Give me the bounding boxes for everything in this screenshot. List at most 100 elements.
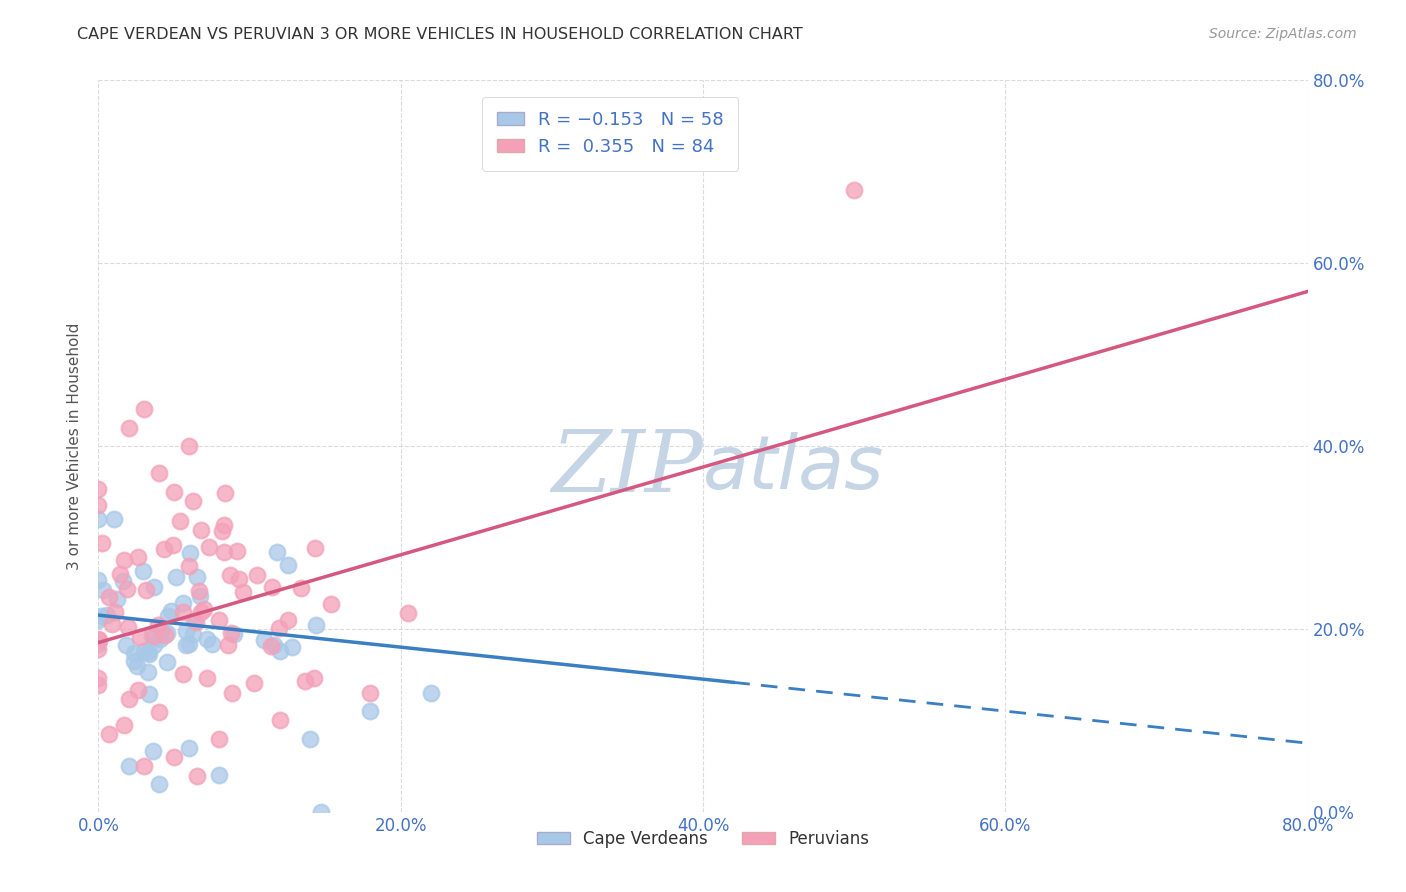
Point — [142, 580, 165, 594]
Point — [87, 482, 110, 496]
Point — [132, 644, 155, 658]
Point — [277, 613, 299, 627]
Point — [156, 656, 179, 670]
Point — [89, 633, 111, 648]
Point — [190, 605, 212, 619]
Point — [183, 613, 205, 627]
Point — [186, 570, 208, 584]
Point — [172, 596, 194, 610]
Point — [91, 583, 114, 598]
Point — [87, 678, 110, 692]
Point — [122, 654, 145, 668]
Point — [128, 630, 150, 644]
Point — [87, 498, 110, 512]
Point — [179, 439, 201, 453]
Point — [190, 523, 212, 537]
Point — [90, 536, 112, 550]
Point — [118, 692, 141, 706]
Point — [96, 607, 118, 622]
Point — [127, 658, 149, 673]
Point — [135, 582, 157, 597]
Point — [169, 514, 191, 528]
Point — [260, 640, 283, 654]
Point — [165, 569, 187, 583]
Point — [100, 617, 122, 632]
Point — [136, 665, 159, 679]
Point — [98, 591, 121, 605]
Point — [222, 627, 245, 641]
Y-axis label: 3 or more Vehicles in Household: 3 or more Vehicles in Household — [67, 322, 83, 570]
Point — [127, 683, 149, 698]
Point — [290, 581, 312, 595]
Point — [105, 591, 128, 606]
Point — [163, 749, 186, 764]
Point — [246, 568, 269, 582]
Point — [122, 646, 145, 660]
Point — [112, 718, 135, 732]
Point — [269, 644, 291, 658]
Point — [221, 686, 243, 700]
Point — [214, 517, 236, 532]
Point — [87, 574, 110, 588]
Point — [304, 541, 326, 555]
Point — [159, 603, 181, 617]
Point — [108, 567, 131, 582]
Point — [149, 623, 172, 637]
Point — [269, 714, 291, 728]
Point — [396, 606, 419, 620]
Point — [177, 558, 200, 573]
Point — [228, 572, 250, 586]
Point — [118, 759, 141, 773]
Point — [87, 632, 110, 647]
Point — [195, 632, 218, 647]
Text: Source: ZipAtlas.com: Source: ZipAtlas.com — [1209, 27, 1357, 41]
Point — [112, 553, 135, 567]
Point — [156, 625, 179, 640]
Point — [142, 638, 165, 652]
Point — [172, 667, 194, 681]
Point — [148, 467, 170, 481]
Point — [115, 582, 138, 596]
Point — [132, 759, 155, 773]
Point — [174, 624, 197, 638]
Point — [148, 777, 170, 791]
Point — [87, 512, 110, 526]
Point — [97, 727, 120, 741]
Text: ZIP: ZIP — [551, 426, 703, 509]
Point — [152, 542, 174, 557]
Text: CAPE VERDEAN VS PERUVIAN 3 OR MORE VEHICLES IN HOUSEHOLD CORRELATION CHART: CAPE VERDEAN VS PERUVIAN 3 OR MORE VEHIC… — [77, 27, 803, 42]
Point — [174, 639, 197, 653]
Point — [266, 545, 288, 559]
Point — [184, 615, 207, 629]
Point — [111, 574, 134, 588]
Point — [232, 584, 254, 599]
Text: atlas: atlas — [703, 432, 884, 504]
Point — [253, 633, 276, 648]
Point — [299, 731, 322, 746]
Point — [309, 805, 332, 819]
Point — [146, 617, 169, 632]
Point — [148, 705, 170, 719]
Point — [844, 183, 866, 197]
Point — [263, 638, 285, 652]
Point — [212, 545, 235, 559]
Point — [103, 512, 125, 526]
Point — [217, 638, 239, 652]
Point — [163, 484, 186, 499]
Point — [87, 637, 110, 651]
Point — [294, 673, 316, 688]
Point — [149, 632, 172, 646]
Point — [188, 590, 211, 604]
Point — [260, 580, 283, 594]
Point — [114, 639, 136, 653]
Point — [181, 627, 204, 641]
Point — [132, 565, 155, 579]
Point — [90, 608, 112, 623]
Point — [188, 583, 211, 598]
Point — [211, 524, 233, 538]
Point — [141, 629, 163, 643]
Point — [208, 768, 231, 782]
Point — [208, 731, 231, 746]
Point — [127, 549, 149, 564]
Point — [420, 686, 443, 700]
